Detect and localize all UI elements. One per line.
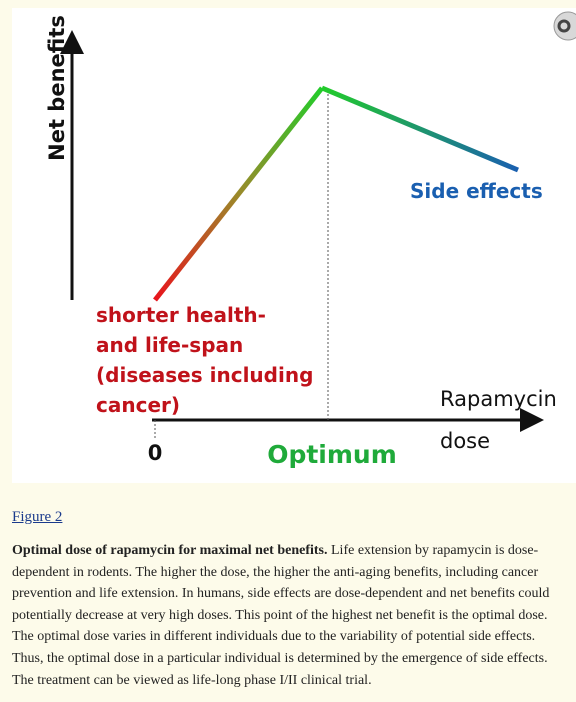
low-label: (diseases including	[96, 363, 313, 387]
low-label: shorter health-	[96, 303, 266, 327]
caption: Optimal dose of rapamycin for maximal ne…	[12, 540, 568, 691]
x-axis-label: dose	[440, 429, 490, 453]
optimum-label: Optimum	[267, 440, 397, 469]
rising-line	[153, 86, 324, 302]
diagram: Net benefits shorter health- and life-sp…	[45, 11, 576, 469]
caption-text: Life extension by rapamycin is dose-depe…	[12, 543, 550, 688]
low-label: and life-span	[96, 333, 243, 357]
icon-inner	[557, 19, 571, 33]
low-label: cancer)	[96, 393, 180, 417]
y-axis-label: Net benefits	[45, 15, 69, 161]
side-effects-label: Side effects	[410, 179, 543, 203]
x-axis-label: Rapamycin	[440, 387, 557, 411]
figure-link[interactable]: Figure 2	[12, 509, 63, 525]
falling-line	[321, 85, 519, 173]
caption-title: Optimal dose of rapamycin for maximal ne…	[12, 543, 328, 558]
figure: Net benefits shorter health- and life-sp…	[12, 8, 576, 483]
icon[interactable]	[553, 11, 576, 41]
origin-label: 0	[148, 441, 163, 465]
